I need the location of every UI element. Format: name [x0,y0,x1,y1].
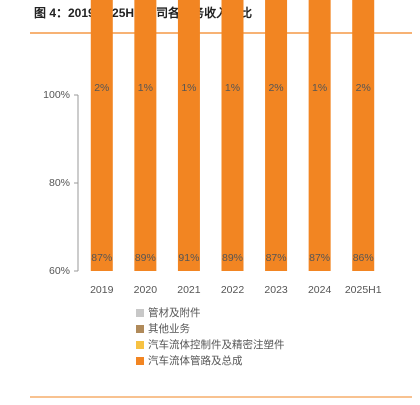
x-tick-label: 2025H1 [345,284,382,296]
legend-label: 其他业务 [148,322,190,335]
x-tick-label: 2024 [308,284,332,296]
data-label: 87% [266,252,287,264]
bar-segment [352,0,375,271]
data-label: 2% [356,82,371,94]
data-label: 87% [309,252,330,264]
x-tick-label: 2020 [134,284,158,296]
bar-segment [177,0,200,271]
data-label: 86% [353,252,374,264]
data-label: 1% [225,82,240,94]
bar-segment [134,0,157,272]
bar-segment [308,0,331,271]
legend-label: 管材及附件 [148,306,201,319]
data-label: 87% [91,252,112,264]
legend-label: 汽车流体控制件及精密注塑件 [148,338,285,351]
y-tick-label: 60% [49,265,70,277]
data-label: 2% [268,82,283,94]
bar-segment [221,0,244,272]
data-label: 89% [222,252,243,264]
bar-segment [265,0,288,272]
legend-swatch [136,309,144,317]
y-tick-label: 80% [49,177,70,189]
legend-swatch [136,341,144,349]
legend-swatch [136,325,144,333]
x-tick-label: 2022 [221,284,245,296]
data-label: 2% [94,82,109,94]
x-tick-label: 2019 [90,284,114,296]
data-label: 1% [312,82,327,94]
y-tick-label: 100% [43,89,70,101]
legend-swatch [136,357,144,365]
bar-segment [90,0,113,271]
data-label: 89% [135,252,156,264]
data-label: 1% [138,82,153,94]
data-label: 91% [178,252,199,264]
data-label: 1% [181,82,196,94]
x-tick-label: 2021 [177,284,201,296]
legend-label: 汽车流体管路及总成 [148,354,243,367]
x-tick-label: 2023 [264,284,288,296]
